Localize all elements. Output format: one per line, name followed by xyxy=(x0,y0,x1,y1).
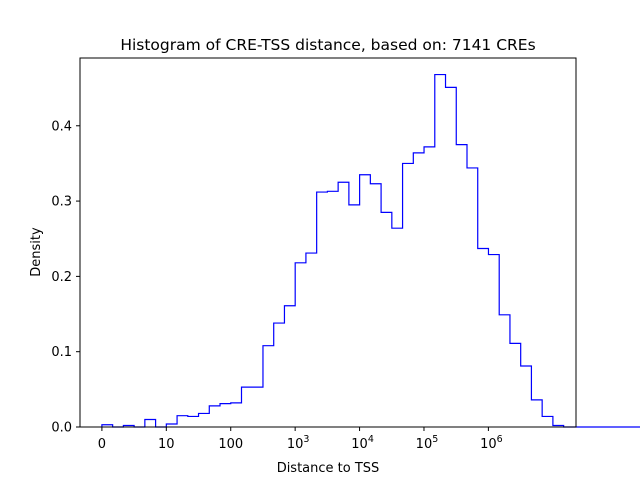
x-tick-label: 106 xyxy=(480,434,503,452)
y-tick-label: 0.2 xyxy=(51,270,72,285)
y-tick-label: 0.0 xyxy=(51,421,72,436)
x-tick-label: 100 xyxy=(218,437,243,452)
y-tick-label: 0.1 xyxy=(51,345,72,360)
x-tick-label: 103 xyxy=(287,434,310,452)
x-tick-label: 0 xyxy=(98,437,106,452)
x-tick-label: 105 xyxy=(416,434,439,452)
y-tick-label: 0.4 xyxy=(51,119,72,134)
x-tick-label: 10 xyxy=(158,437,175,452)
y-axis-label: Density xyxy=(29,227,44,277)
x-tick-label: 104 xyxy=(351,434,374,452)
y-tick-label: 0.3 xyxy=(51,195,72,210)
histogram-step-line xyxy=(101,73,640,428)
plot-frame xyxy=(79,57,577,428)
x-axis-label: Distance to TSS xyxy=(277,461,380,476)
plot-area: 0 10 100 103 104 105 106 0.0 0.1 0.2 0.3 0.4 xyxy=(51,57,640,452)
chart-title: Histogram of CRE-TSS distance, based on:… xyxy=(120,36,535,54)
